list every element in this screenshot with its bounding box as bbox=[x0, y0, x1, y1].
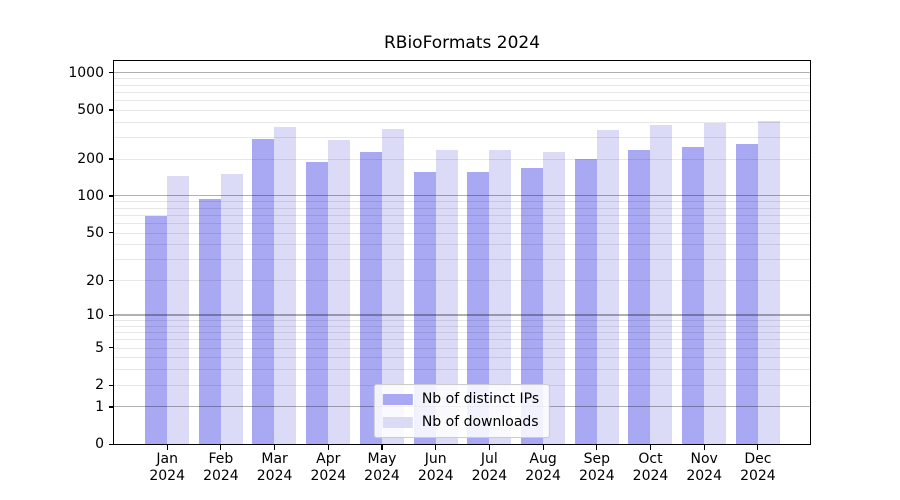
x-tick-label-jul: Jul 2024 bbox=[471, 451, 508, 484]
x-tick-mark-oct bbox=[649, 445, 652, 450]
x-tick-mark-jul bbox=[488, 445, 490, 450]
bar-downloads-jan bbox=[167, 176, 189, 444]
x-tick-mark-jun bbox=[435, 445, 437, 450]
bar-distinct-ips-mar bbox=[252, 138, 275, 444]
bar-distinct-ips-sep bbox=[574, 159, 597, 444]
y-tick-mark-1000 bbox=[108, 72, 113, 74]
x-tick-label-sep: Sep 2024 bbox=[578, 451, 615, 484]
y-tick-label-100: 100 bbox=[77, 188, 104, 205]
legend-label-distinct-ips: Nb of distinct IPs bbox=[421, 391, 540, 407]
bar-downloads-jul bbox=[489, 150, 512, 444]
x-tick-label-mar: Mar 2024 bbox=[256, 451, 293, 484]
x-tick-mark-may bbox=[381, 445, 383, 450]
y-tick-label-200: 200 bbox=[77, 151, 104, 168]
x-tick-mark-jan bbox=[166, 445, 168, 450]
legend-item-downloads: Nb of downloads bbox=[382, 414, 539, 430]
y-tick-mark-5 bbox=[108, 347, 113, 349]
bar-downloads-oct bbox=[650, 124, 673, 444]
gridline-minor-800 bbox=[114, 84, 810, 86]
plot-area: Nb of distinct IPs Nb of downloads bbox=[113, 60, 811, 445]
bar-downloads-feb bbox=[220, 173, 243, 444]
y-tick-mark-50 bbox=[108, 232, 113, 234]
y-tick-label-5: 5 bbox=[95, 339, 104, 356]
bar-downloads-aug bbox=[542, 151, 565, 444]
y-tick-label-500: 500 bbox=[77, 101, 104, 118]
bar-distinct-ips-may bbox=[359, 152, 382, 444]
x-tick-label-aug: Aug 2024 bbox=[525, 451, 561, 484]
bar-downloads-mar bbox=[274, 126, 297, 444]
x-tick-label-apr: Apr 2024 bbox=[310, 451, 347, 484]
x-tick-mark-mar bbox=[274, 445, 276, 450]
x-tick-mark-feb bbox=[220, 445, 222, 450]
gridline-minor-500 bbox=[114, 109, 810, 111]
x-tick-mark-sep bbox=[596, 445, 598, 450]
x-tick-label-jun: Jun 2024 bbox=[417, 451, 454, 484]
x-tick-mark-dec bbox=[757, 445, 759, 450]
bar-distinct-ips-aug bbox=[520, 167, 543, 444]
x-tick-label-jan: Jan 2024 bbox=[149, 451, 186, 484]
y-tick-mark-500 bbox=[108, 109, 113, 111]
legend-label-downloads: Nb of downloads bbox=[421, 414, 539, 430]
x-tick-label-may: May 2024 bbox=[364, 451, 400, 484]
legend-swatch-downloads bbox=[382, 416, 413, 428]
bar-downloads-sep bbox=[596, 130, 619, 444]
y-tick-label-20: 20 bbox=[86, 272, 104, 289]
y-tick-label-1: 1 bbox=[95, 398, 104, 415]
bar-distinct-ips-jan bbox=[145, 216, 167, 444]
y-tick-label-0: 0 bbox=[95, 436, 104, 453]
bar-downloads-may bbox=[381, 129, 404, 444]
chart-title: RBioFormats 2024 bbox=[383, 33, 541, 53]
y-tick-label-10: 10 bbox=[86, 307, 104, 324]
y-tick-label-1000: 1000 bbox=[68, 64, 104, 81]
y-tick-mark-2 bbox=[108, 384, 113, 386]
bar-downloads-dec bbox=[757, 120, 780, 444]
x-tick-label-nov: Nov 2024 bbox=[686, 451, 723, 484]
legend-item-distinct-ips: Nb of distinct IPs bbox=[382, 391, 540, 407]
y-tick-label-2: 2 bbox=[95, 377, 104, 394]
y-tick-label-50: 50 bbox=[86, 224, 104, 241]
bar-distinct-ips-nov bbox=[682, 146, 704, 444]
x-tick-mark-nov bbox=[703, 445, 705, 450]
bar-downloads-jun bbox=[435, 150, 458, 444]
x-tick-label-oct: Oct 2024 bbox=[632, 451, 669, 484]
y-tick-mark-200 bbox=[108, 158, 113, 160]
x-tick-mark-apr bbox=[327, 445, 329, 450]
y-tick-mark-10 bbox=[108, 314, 113, 316]
legend-swatch-distinct-ips bbox=[382, 393, 413, 405]
y-tick-mark-1 bbox=[108, 406, 113, 408]
bar-downloads-nov bbox=[704, 122, 726, 444]
bar-distinct-ips-jul bbox=[467, 172, 490, 444]
y-tick-mark-100 bbox=[108, 195, 113, 197]
bar-distinct-ips-feb bbox=[198, 198, 221, 444]
gridline-minor-700 bbox=[114, 91, 810, 93]
bar-distinct-ips-oct bbox=[628, 149, 651, 444]
bar-downloads-apr bbox=[328, 139, 351, 444]
x-tick-label-dec: Dec 2024 bbox=[740, 451, 776, 484]
bar-distinct-ips-jun bbox=[413, 171, 436, 444]
legend: Nb of distinct IPs Nb of downloads bbox=[373, 384, 551, 438]
bar-distinct-ips-apr bbox=[306, 161, 329, 444]
y-tick-mark-0 bbox=[108, 443, 113, 445]
gridline-major-1000 bbox=[114, 71, 810, 74]
gridline-minor-900 bbox=[114, 78, 810, 80]
bar-distinct-ips-dec bbox=[735, 144, 758, 444]
y-tick-mark-20 bbox=[108, 279, 113, 282]
gridline-minor-600 bbox=[114, 99, 810, 101]
x-tick-label-feb: Feb 2024 bbox=[203, 451, 239, 484]
x-tick-mark-aug bbox=[542, 445, 544, 450]
